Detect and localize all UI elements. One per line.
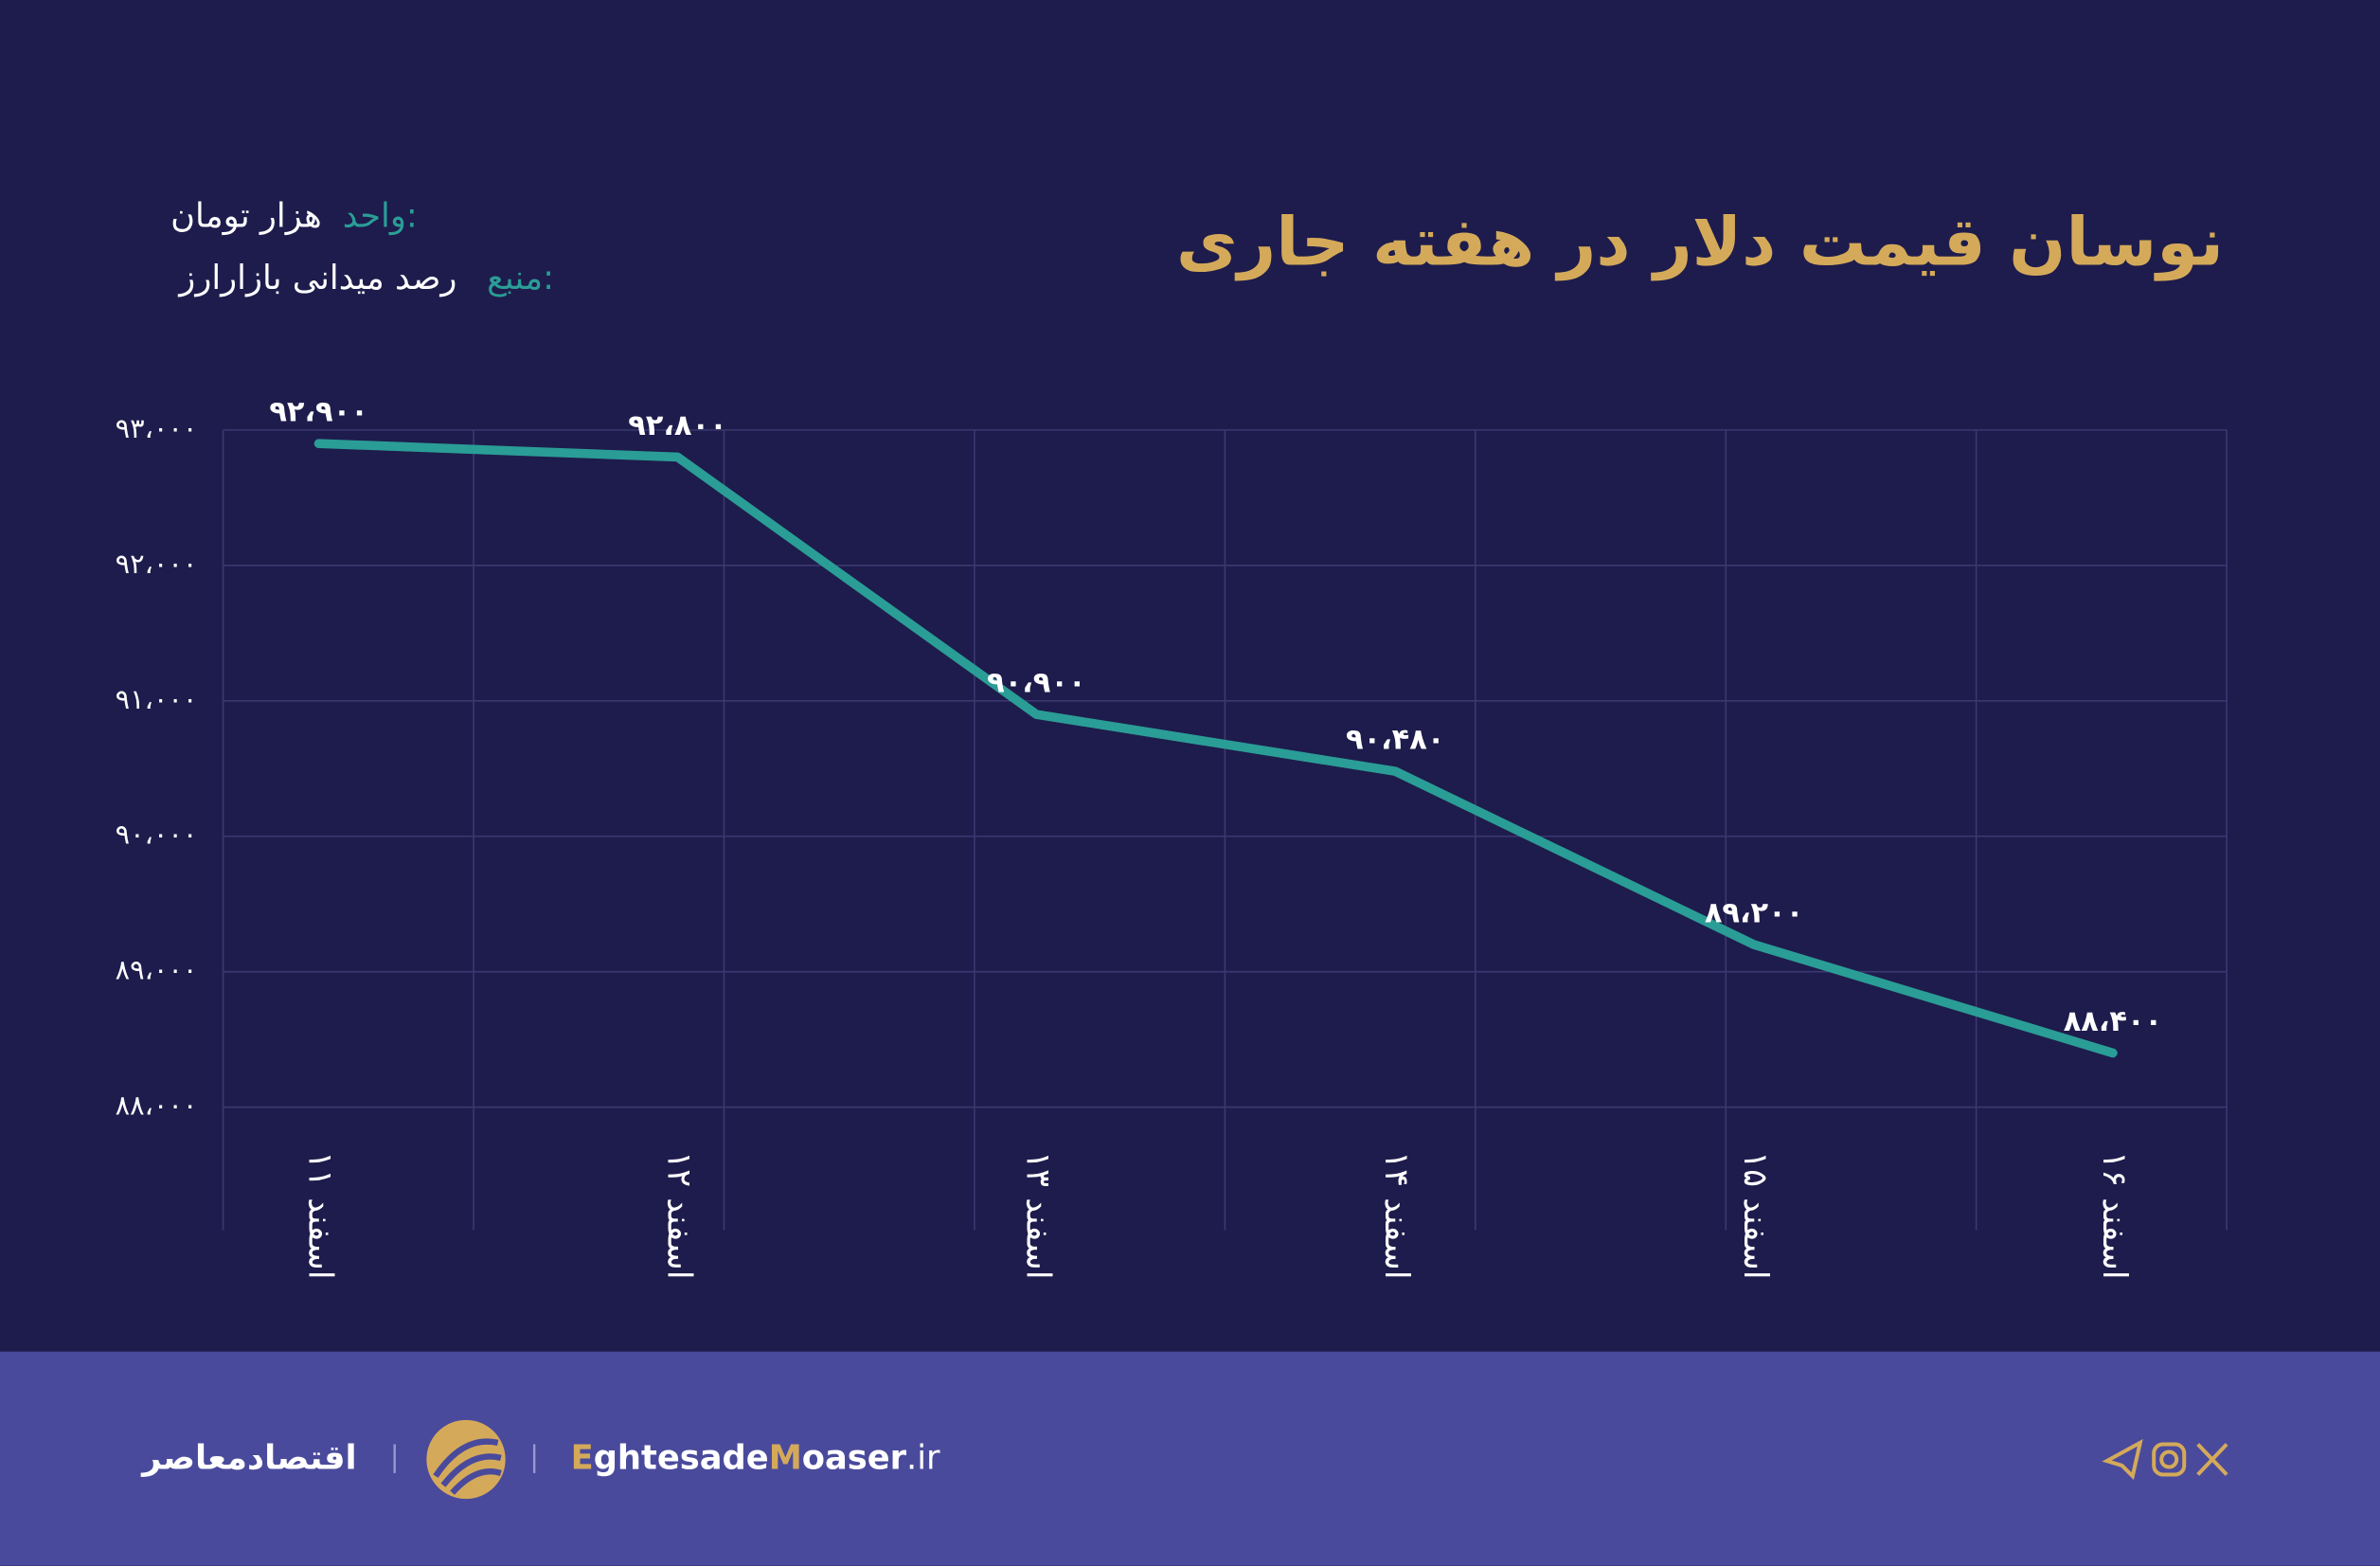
footer-band	[0, 1351, 2380, 1566]
x-tick-label: ۱۴ اسفند	[1377, 1151, 1416, 1279]
site-part: .ir	[906, 1438, 940, 1477]
logo-mark	[433, 1438, 502, 1495]
y-tick-label: ۹۰،۰۰۰	[116, 819, 198, 851]
site-part: M	[769, 1438, 802, 1477]
x-tick-label: ۱۱ اسفند	[301, 1151, 340, 1279]
line	[313, 439, 2118, 1058]
y-tick-label: ۹۱،۰۰۰	[116, 683, 198, 715]
footer-brand: اقتصادمعاصر	[140, 1438, 357, 1477]
data-label: ۹۰،۹۰۰	[987, 667, 1085, 700]
x-tick-label: ۱۳ اسفند	[1018, 1151, 1057, 1279]
y-tick-label: ۸۹،۰۰۰	[116, 954, 198, 986]
source-label: منبع:	[487, 259, 554, 297]
instagram-lens	[2159, 1449, 2179, 1469]
telegram-icon[interactable]	[2102, 1438, 2143, 1481]
data-label: ۸۹،۲۰۰	[1705, 897, 1803, 930]
y-tick-label: ۹۲،۰۰۰	[116, 548, 198, 580]
x-tick-label: ۱۶ اسفند	[2095, 1151, 2134, 1279]
y-tick-label: ۹۳،۰۰۰	[116, 412, 198, 444]
source: رصد میدانی بازارارز	[177, 259, 456, 297]
x-tick-label: ۱۲ اسفند	[659, 1151, 698, 1279]
site-part: E	[571, 1438, 594, 1477]
plot-area: ۸۸،۰۰۰ ۸۹،۰۰۰ ۹۰،۰۰۰ ۹۱،۰۰۰ ۹۲،۰۰۰ ۹۳،۰۰۰ ۱۱ ا…	[116, 396, 2228, 1280]
data-label: ۹۲،۹۰۰	[269, 396, 367, 429]
social-icons	[2102, 1438, 2228, 1481]
data-label: ۸۸،۴۰۰	[2064, 1005, 2162, 1038]
footer-site: EghtesadeMoaser.ir	[571, 1438, 940, 1477]
site-part: ghtesade	[594, 1438, 769, 1477]
unit: هزار تومان	[170, 197, 322, 236]
instagram-icon[interactable]	[2152, 1442, 2187, 1477]
data-label: ۹۰،۴۸۰	[1346, 724, 1444, 757]
x-icon[interactable]	[2196, 1443, 2228, 1476]
data-label: ۹۲،۸۰۰	[628, 409, 726, 442]
site-part: oaser	[802, 1438, 907, 1477]
x-tick-label: ۱۵ اسفند	[1736, 1151, 1775, 1279]
y-tick-label: ۸۸،۰۰۰	[116, 1089, 198, 1122]
chart-title: نوسان قیمت دلار در هفته جاری	[1176, 203, 2224, 280]
unit-label: واحد:	[343, 197, 418, 236]
